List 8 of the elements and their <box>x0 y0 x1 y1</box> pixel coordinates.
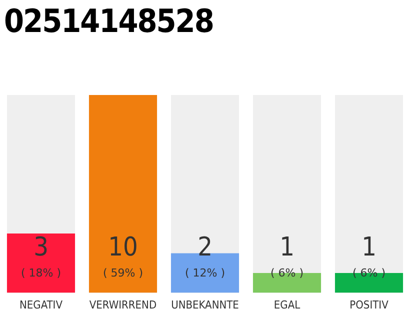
x-tick-label: POSITIV <box>350 298 389 312</box>
x-tick-label: NEGATIV <box>20 298 63 312</box>
chart-title: 02514148528 <box>4 2 214 40</box>
x-tick-label: EGAL <box>274 298 301 312</box>
data-label: 10 ( 59% ) <box>102 232 144 280</box>
x-tick-label: VERWIRREND <box>89 298 157 312</box>
data-label: 3 ( 18% ) <box>20 232 62 280</box>
x-tick-label: UNBEKANNTE <box>171 298 239 312</box>
